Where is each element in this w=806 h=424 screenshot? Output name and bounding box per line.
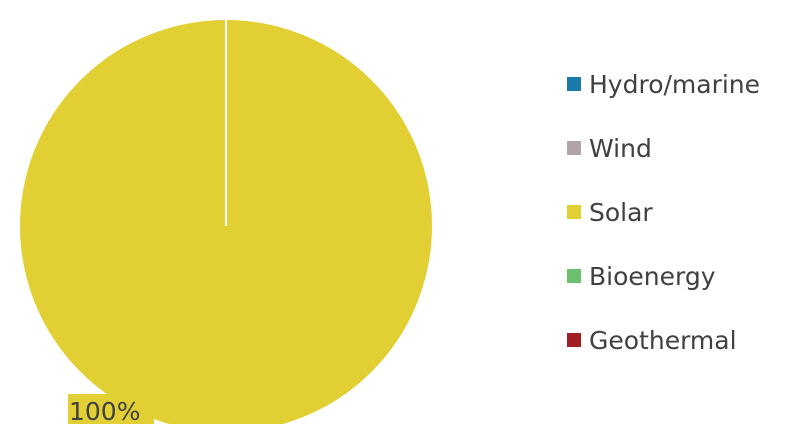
legend-swatch-solar: [567, 205, 581, 219]
legend-swatch-geothermal: [567, 333, 581, 347]
legend-item-hydro-marine: Hydro/marine: [567, 70, 760, 99]
legend-item-bioenergy: Bioenergy: [567, 262, 716, 291]
legend-item-wind: Wind: [567, 134, 652, 163]
legend-swatch-wind: [567, 141, 581, 155]
data-labels: 100%: [68, 394, 154, 424]
legend-swatch-bioenergy: [567, 269, 581, 283]
legend-label-bioenergy: Bioenergy: [589, 262, 716, 291]
data-label-solar: 100%: [69, 397, 140, 424]
legend-label-wind: Wind: [589, 134, 652, 163]
legend-label-geothermal: Geothermal: [589, 326, 737, 355]
legend-item-solar: Solar: [567, 198, 653, 227]
legend-swatch-hydro-marine: [567, 77, 581, 91]
legend-item-geothermal: Geothermal: [567, 326, 737, 355]
legend-label-solar: Solar: [589, 198, 653, 227]
pie-slices: [18, 18, 434, 424]
legend-label-hydro-marine: Hydro/marine: [589, 70, 760, 99]
legend: Hydro/marine Wind Solar Bioenergy Geothermal: [567, 70, 760, 355]
data-label-background-solar: [68, 394, 154, 424]
